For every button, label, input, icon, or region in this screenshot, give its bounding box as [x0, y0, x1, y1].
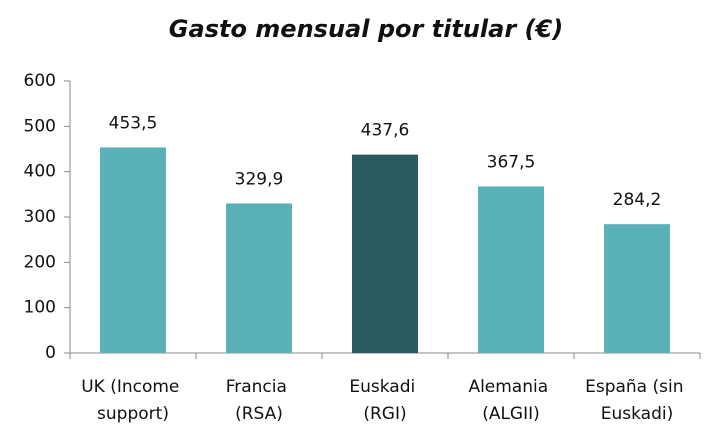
- value-label: 437,6: [361, 121, 410, 141]
- x-tick-label: Euskadi (RGI): [349, 377, 420, 424]
- bar: [352, 154, 418, 353]
- y-tick-label: 0: [45, 343, 56, 363]
- value-label: 367,5: [487, 152, 536, 172]
- x-tick-label: Francia (RSA): [226, 377, 293, 424]
- y-tick-label: 200: [24, 252, 56, 272]
- value-label: 329,9: [235, 169, 284, 189]
- bar: [604, 224, 670, 353]
- x-tick-label: Alemania (ALGII): [468, 377, 553, 424]
- bar: [100, 147, 166, 353]
- y-tick-label: 400: [24, 162, 56, 182]
- bar: [226, 203, 292, 353]
- y-tick-label: 300: [24, 207, 56, 227]
- y-tick-label: 100: [24, 298, 56, 318]
- y-tick-label: 600: [24, 71, 56, 91]
- value-label: 453,5: [109, 113, 158, 133]
- chart-title: Gasto mensual por titular (€): [169, 15, 563, 43]
- x-tick-label: España (sin Euskadi): [585, 377, 689, 424]
- y-tick-label: 500: [24, 116, 56, 136]
- x-tick-label: UK (Income support): [81, 377, 185, 424]
- value-label: 284,2: [613, 190, 662, 210]
- bar: [478, 186, 544, 353]
